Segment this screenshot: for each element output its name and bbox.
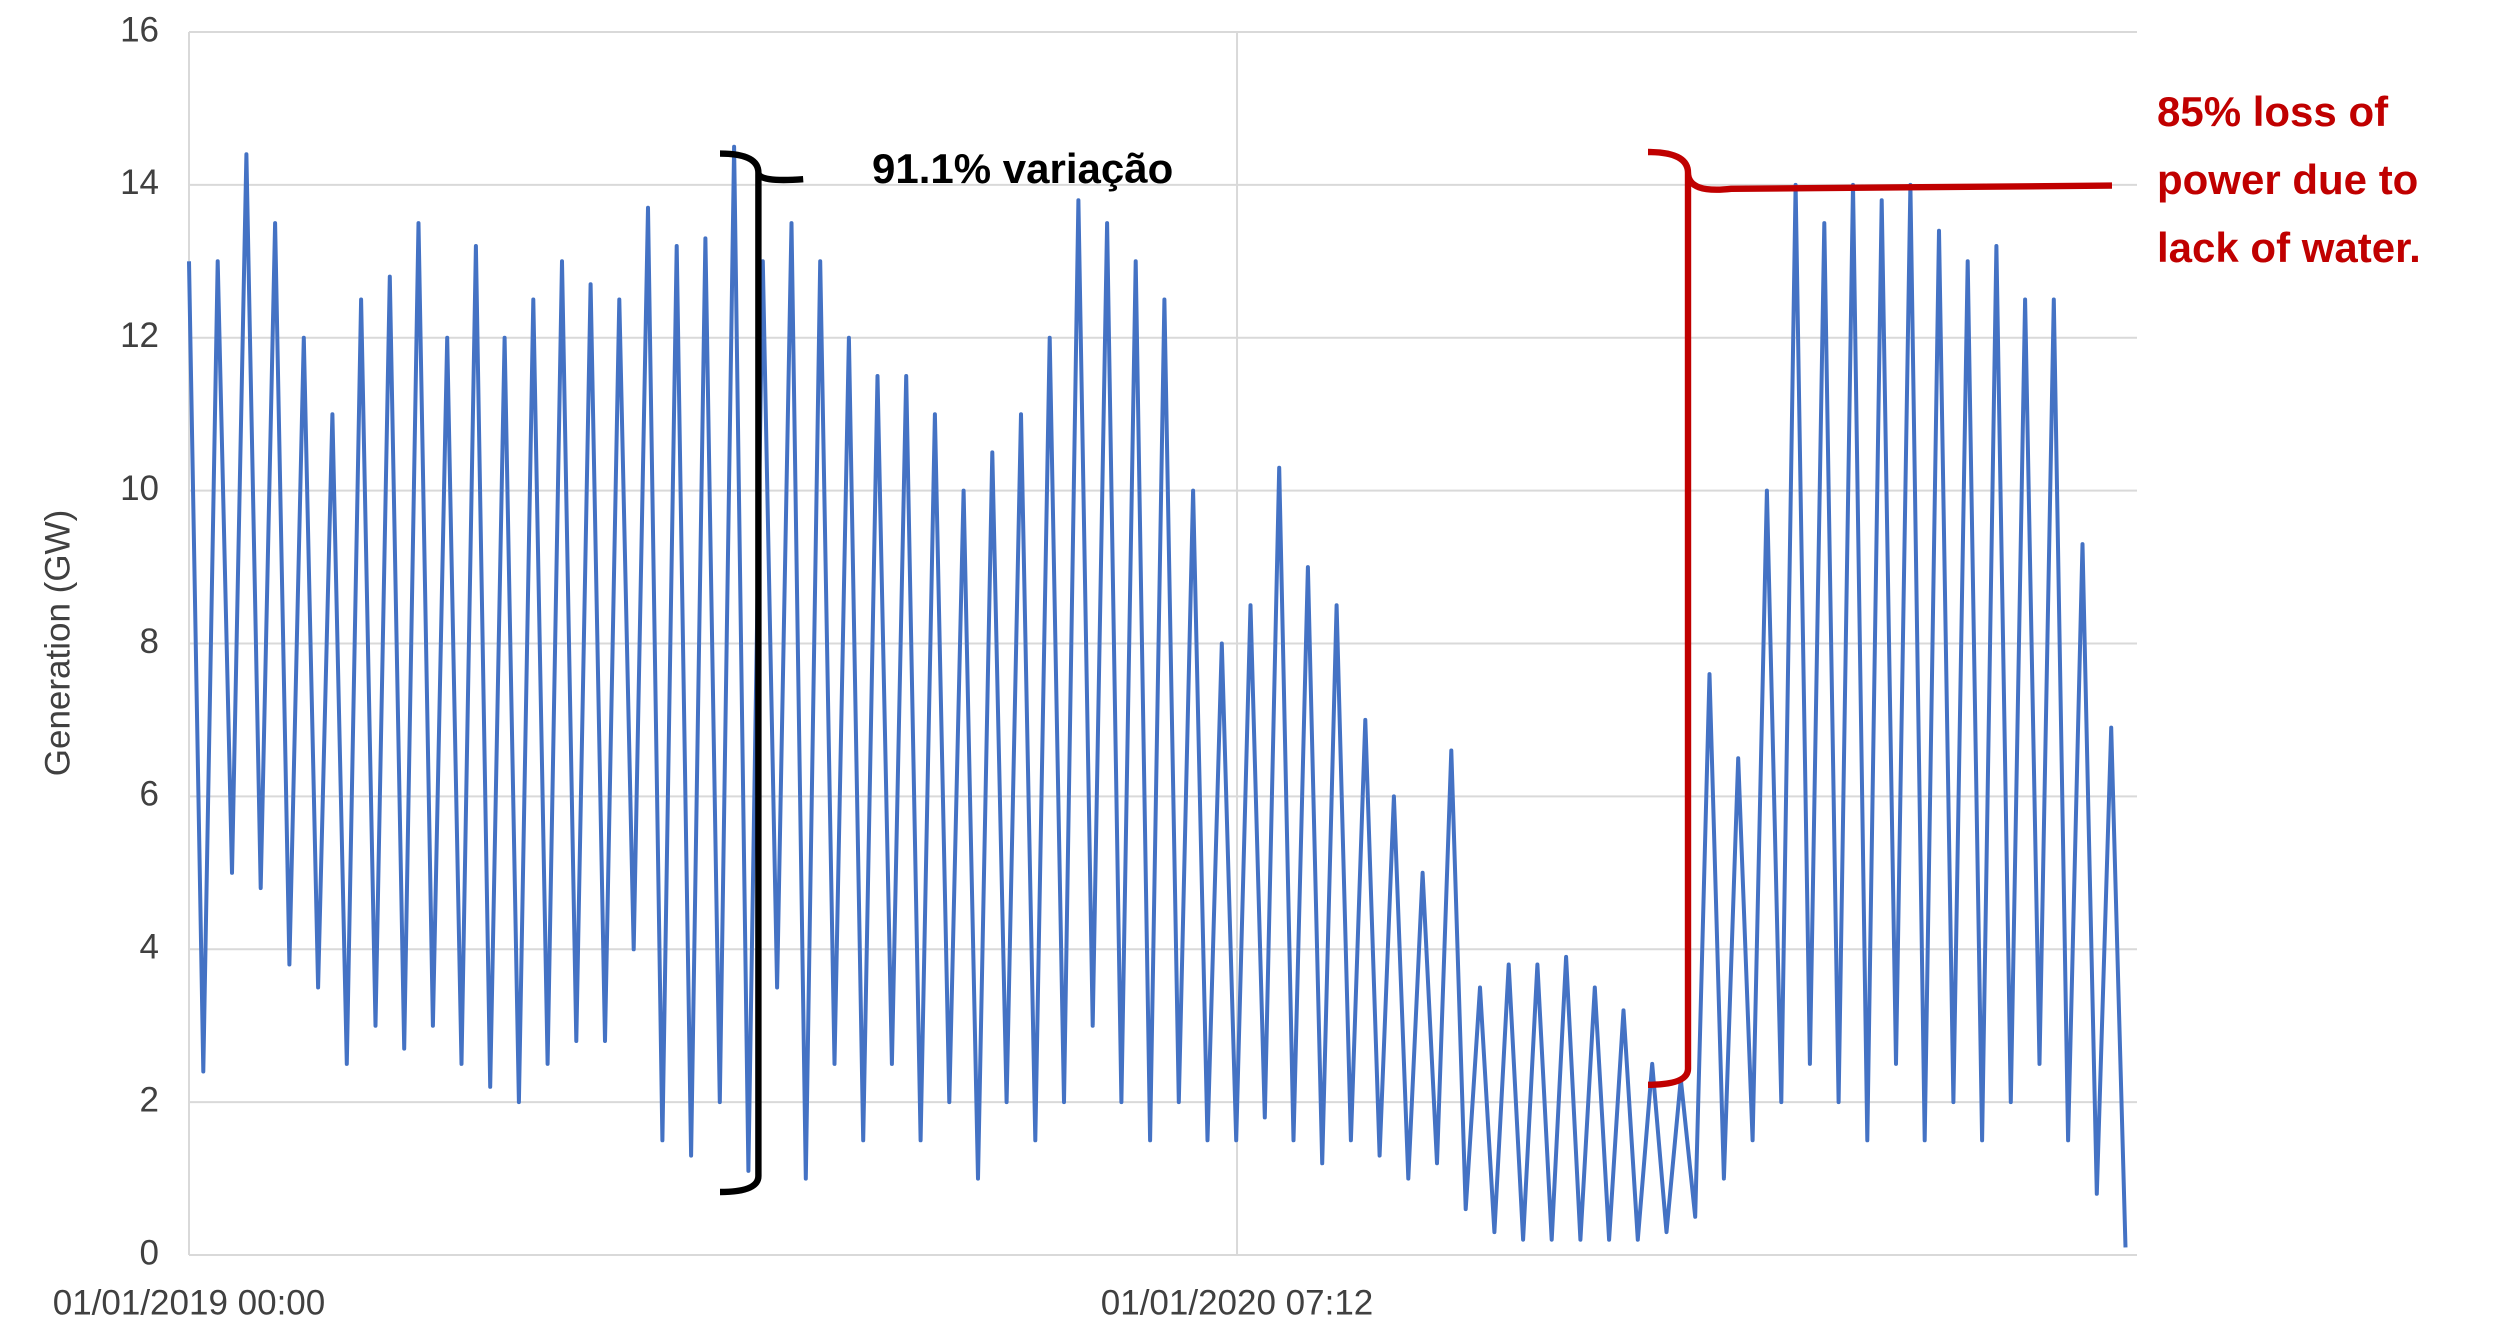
y-tick-label: 0 bbox=[140, 1233, 159, 1272]
x-tick-label: 01/01/2019 00:00 bbox=[53, 1283, 325, 1322]
y-tick-label: 10 bbox=[120, 469, 159, 508]
annotation-line: 85% loss of bbox=[2157, 88, 2389, 135]
y-tick-label: 2 bbox=[140, 1080, 159, 1119]
annotation: 91.1% variação bbox=[872, 145, 1173, 192]
y-tick-label: 16 bbox=[120, 10, 159, 49]
y-tick-label: 14 bbox=[120, 163, 159, 202]
line-series bbox=[187, 144, 2128, 1248]
y-tick-label: 4 bbox=[140, 928, 159, 967]
annotation: 85% loss of power due to lack of water. bbox=[2157, 88, 2421, 271]
annotation-line: power due to bbox=[2157, 156, 2418, 203]
variation-brace bbox=[719, 150, 804, 1196]
braces bbox=[719, 148, 2113, 1196]
loss-brace bbox=[1647, 148, 2113, 1089]
x-tick-label: 01/01/2020 07:12 bbox=[1101, 1283, 1373, 1322]
plot-area: 0 2 4 6 8 10 12 14 16 01/01/2019 00:00 01/01/2020 … bbox=[53, 10, 2137, 1322]
y-tick-label: 8 bbox=[140, 622, 159, 661]
y-axis-label: Generation (GW) bbox=[38, 510, 77, 776]
y-tick-label: 12 bbox=[120, 316, 159, 355]
annotation-line: lack of water. bbox=[2157, 224, 2421, 271]
y-tick-label: 6 bbox=[140, 775, 159, 814]
